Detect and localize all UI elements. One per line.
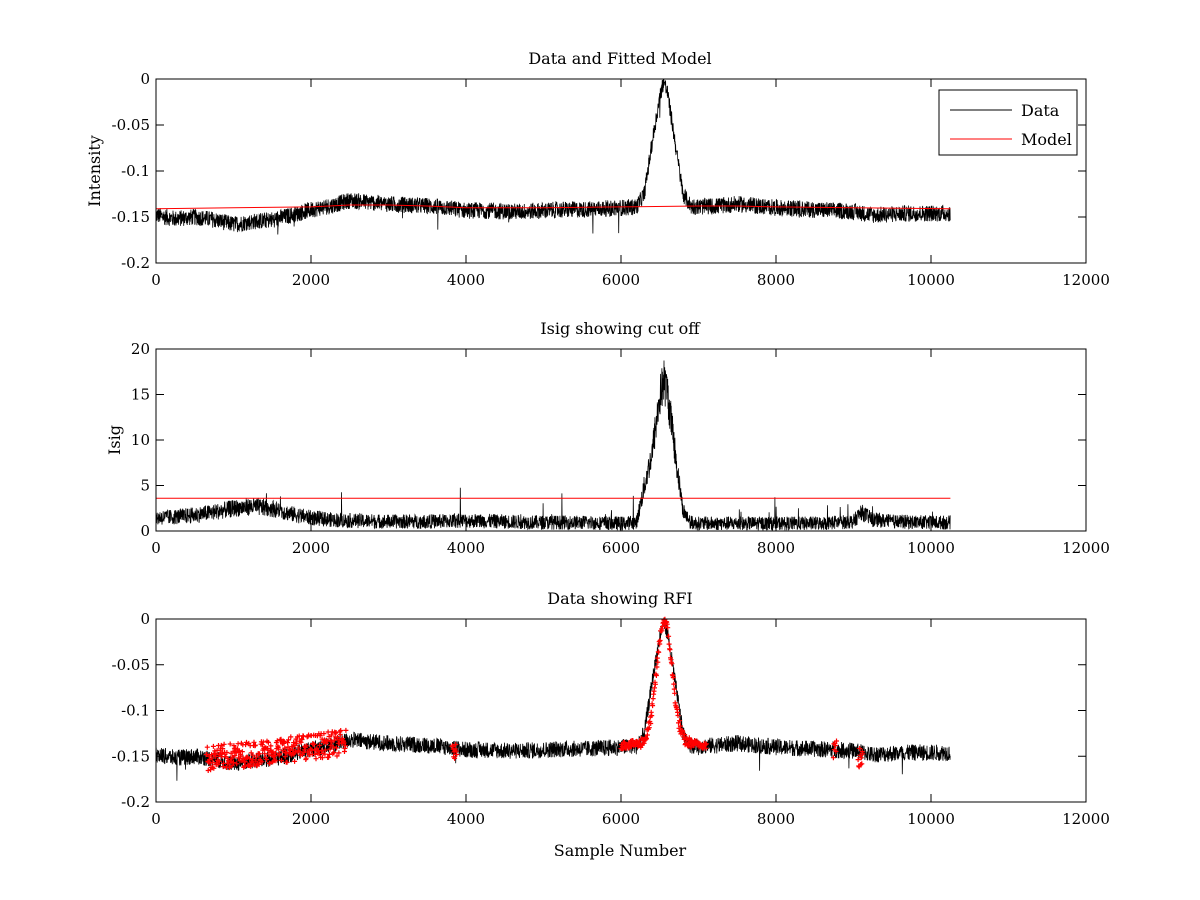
x-tick-label: 10000 [907,539,955,557]
panel-data-showing-rfi: Data showing RFI Sample Number 0 2000 4000… [112,589,1110,860]
x-tick-label: 4000 [447,271,485,289]
y-tick-label: 10 [131,431,150,449]
series-data-line [155,618,951,781]
rfi-marker [203,616,866,773]
x-tick-label: 12000 [1062,810,1110,828]
y-tick-label: 0 [140,522,150,540]
x-tick-label: 8000 [757,539,795,557]
plot-area: 0 2000 4000 6000 8000 10000 12000 -0.2 -0.15 -0.1… [112,610,1110,828]
series-data-line [155,79,951,235]
y-tick-label: -0.05 [112,656,150,674]
legend: Data Model [938,89,1078,156]
y-tick-label: -0.2 [121,793,150,811]
legend-model-label: Model [1021,130,1072,149]
x-tick-label: 2000 [292,810,330,828]
panel-data-and-fitted-model: Data and Fitted Model Intensity 0 2000 400… [85,49,1110,289]
y-tick-label: -0.05 [112,116,150,134]
x-tick-label: 6000 [602,810,640,828]
x-tick-label: 10000 [907,271,955,289]
y-axis-label: Isig [105,425,124,455]
panel-isig-showing-cut-off: Isig showing cut off Isig 0 2000 4000 6000 8… [105,319,1110,557]
x-tick-label: 12000 [1062,271,1110,289]
x-tick-label: 4000 [447,539,485,557]
legend-box [938,89,1078,156]
y-axis-label: Intensity [85,135,104,207]
plot-area: 0 2000 4000 6000 8000 10000 12000 0 5 10 15 20 [131,340,1110,557]
y-tick-label: 0 [140,610,150,628]
x-tick-label: 6000 [602,539,640,557]
y-tick-label: 20 [131,340,150,358]
x-tick-label: 0 [151,539,161,557]
x-tick-label: 2000 [292,539,330,557]
x-axis-label: Sample Number [554,841,687,860]
y-tick-label: 15 [131,386,150,404]
x-tick-label: 0 [151,271,161,289]
y-tick-label: 5 [140,477,150,495]
panel-title: Data and Fitted Model [528,49,711,68]
y-tick-label: -0.15 [112,208,150,226]
legend-data-label: Data [1021,101,1060,120]
series-model-line [155,204,951,210]
plot-area: 0 2000 4000 6000 8000 10000 12000 -0.2 -0.15 -0.1… [112,70,1110,289]
x-tick-label: 6000 [602,271,640,289]
y-tick-label: 0 [140,70,150,88]
y-tick-label: -0.15 [112,747,150,765]
x-tick-label: 10000 [907,810,955,828]
series-rfi-markers [203,616,866,773]
x-tick-label: 12000 [1062,539,1110,557]
y-tick-label: -0.2 [121,254,150,272]
panel-title: Isig showing cut off [540,319,701,338]
x-tick-label: 2000 [292,271,330,289]
x-tick-label: 4000 [447,810,485,828]
x-tick-label: 8000 [757,810,795,828]
x-tick-label: 8000 [757,271,795,289]
x-tick-label: 0 [151,810,161,828]
panel-title: Data showing RFI [547,589,692,608]
series-isig-line [155,360,951,532]
y-tick-label: -0.1 [121,162,150,180]
y-tick-label: -0.1 [121,702,150,720]
